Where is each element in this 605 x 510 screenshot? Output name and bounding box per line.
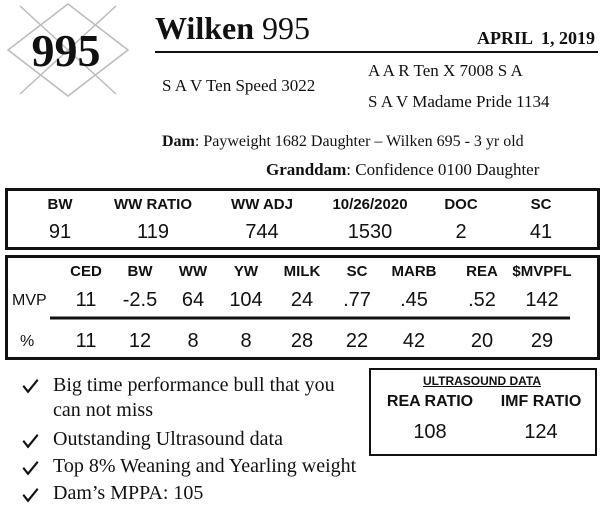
column-header: BW (127, 263, 153, 280)
column-header: REA (466, 263, 498, 280)
lot-number: 995 (31, 25, 101, 76)
column-header: MILK (283, 263, 321, 280)
column-header: MARB (391, 263, 437, 280)
cell: .45 (400, 289, 428, 311)
sale-date: APRIL 1, 2019 (476, 28, 595, 48)
granddam-label: Granddam (266, 160, 347, 179)
column-header: IMF RATIO (500, 393, 582, 410)
column-header: SC (346, 263, 368, 280)
column-header: WW RATIO (113, 196, 193, 213)
cell: 124 (524, 421, 558, 443)
dam-text: : Payweight 1682 Daughter – Wilken 695 -… (194, 133, 524, 150)
ultrasound-box (369, 368, 597, 456)
column-header: REA RATIO (386, 393, 474, 410)
cell: 24 (290, 289, 314, 311)
cell: 11 (75, 289, 97, 311)
cell: 12 (128, 330, 152, 352)
bullet: Outstanding Ultrasound data (53, 428, 283, 450)
cell: 91 (48, 221, 72, 243)
cell: 42 (402, 330, 426, 352)
row-label: MVP (12, 292, 47, 309)
epd-box (5, 255, 600, 360)
cell: 22 (345, 330, 369, 352)
cell: .77 (343, 289, 371, 311)
ultrasound-title: ULTRASOUND DATA (423, 374, 541, 388)
column-header: BW (47, 196, 73, 213)
cell: 142 (525, 289, 559, 311)
animal-name: Wilken 995 (155, 10, 310, 47)
granddam: Granddam: Confidence 0100 Daughter (266, 160, 539, 180)
maternal-grandsire: A A R Ten X 7008 S A (368, 61, 523, 80)
cell: 20 (470, 330, 494, 352)
cell: .52 (468, 289, 496, 311)
cell: 8 (240, 330, 252, 352)
cell: 8 (187, 330, 199, 352)
dam: Dam: Payweight 1682 Daughter – Wilken 69… (162, 133, 524, 151)
dam-label: Dam (162, 133, 195, 150)
animal-number: 995 (262, 10, 310, 46)
column-header: YW (233, 263, 259, 280)
cell: 28 (290, 330, 314, 352)
cell: 104 (229, 289, 263, 311)
lot-diamond (6, 3, 130, 97)
bullet: Dam’s MPPA: 105 (53, 482, 204, 504)
cell: -2.5 (122, 289, 158, 311)
cell: 744 (245, 221, 279, 243)
cell: 1530 (347, 221, 393, 243)
column-header: WW (178, 263, 208, 280)
column-header: WW ADJ (231, 196, 293, 213)
bullet: Big time performance bull that you can n… (53, 374, 335, 421)
cell: 64 (181, 289, 205, 311)
cell: 108 (413, 421, 447, 443)
cell: 29 (530, 330, 554, 352)
sire: S A V Ten Speed 3022 (162, 76, 316, 95)
column-header: DOC (444, 196, 478, 213)
performance-box (5, 188, 600, 250)
cell: 11 (75, 330, 97, 352)
animal-name-text: Wilken (155, 10, 254, 46)
check-icons (22, 379, 39, 503)
bullet: Top 8% Weaning and Yearling weight (53, 455, 357, 477)
cell: 41 (529, 221, 553, 243)
column-header: SC (530, 196, 552, 213)
cell: 2 (455, 221, 467, 243)
column-header: CED (70, 263, 102, 280)
row-label: % (20, 333, 35, 350)
maternal-granddam: S A V Madame Pride 1134 (368, 92, 550, 111)
column-header: 10/26/2020 (332, 196, 408, 213)
granddam-text: : Confidence 0100 Daughter (346, 160, 540, 179)
column-header: $MVPFL (512, 263, 572, 280)
cell: 119 (137, 221, 169, 243)
